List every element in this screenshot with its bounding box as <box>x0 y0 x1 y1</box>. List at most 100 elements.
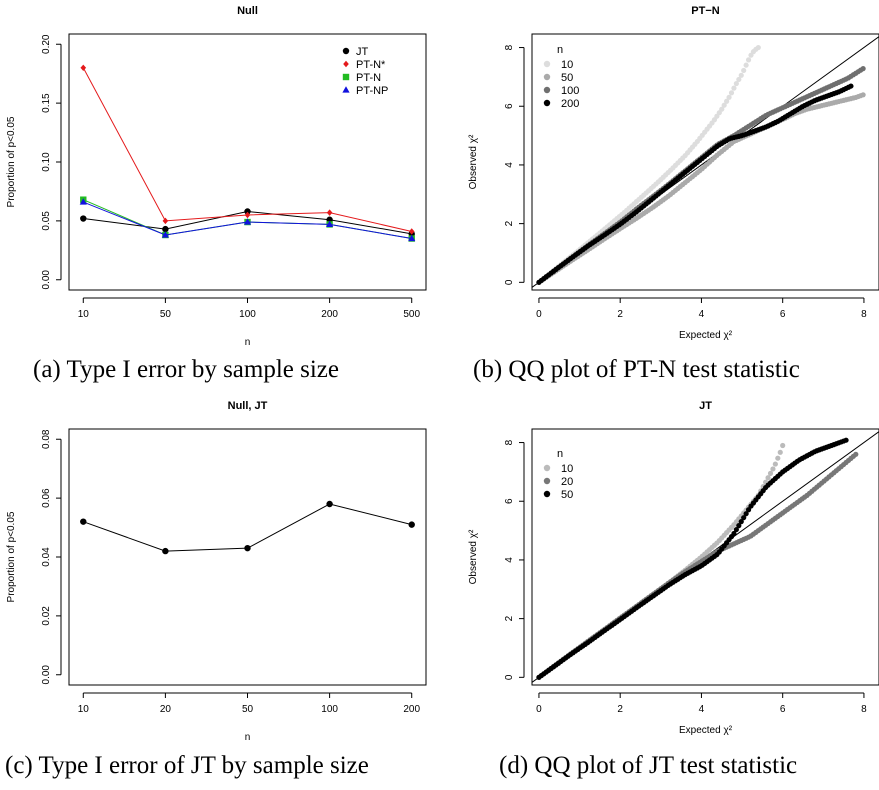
legend-title: n <box>557 44 563 56</box>
qq-point <box>765 475 771 481</box>
y-tick-label: 2 <box>504 220 515 226</box>
data-point <box>80 64 87 71</box>
x-tick-label: 10 <box>78 704 90 715</box>
caption-b: (b) QQ plot of PT-N test statistic <box>473 356 800 383</box>
y-tick-label: 0.06 <box>41 488 52 508</box>
legend-marker <box>543 86 551 94</box>
legend-label: 10 <box>561 59 573 71</box>
qq-point <box>755 44 761 51</box>
qq-point <box>733 526 739 533</box>
y-tick-label: 6 <box>504 498 515 504</box>
data-point <box>244 211 251 219</box>
x-tick-label: 100 <box>321 704 338 715</box>
data-point <box>408 234 416 242</box>
qq-point <box>738 519 744 525</box>
panel-c-jt-error-chart: Null, JT 10 20 50 100 200 n 0.00 0.02 0.04 0.06 0.0… <box>0 395 440 743</box>
x-tick-label: 0 <box>536 309 542 320</box>
qq-point <box>736 522 742 529</box>
qq-point <box>745 507 752 513</box>
series-group <box>536 92 866 285</box>
legend-label: 20 <box>561 476 573 488</box>
plot-frame <box>68 428 427 686</box>
x-tick-label: 4 <box>699 704 705 715</box>
y-tick-label: 0.00 <box>41 665 52 685</box>
legend-marker <box>342 47 350 55</box>
data-point <box>244 544 251 552</box>
legend-label: 10 <box>561 463 573 475</box>
qq-point <box>843 437 849 443</box>
chart-title: JT <box>699 400 712 412</box>
x-tick-label: 2 <box>617 309 623 320</box>
panel-a-type1-error-chart: Null 10 50 100 200 500 n 0.00 0.05 0.10 0.15 0.20 Pr… <box>0 0 440 348</box>
x-tick-label: 10 <box>78 309 90 320</box>
y-tick-label: 0.02 <box>41 606 52 626</box>
caption-d: (d) QQ plot of JT test statistic <box>499 752 798 779</box>
y-tick-label: 0.05 <box>41 211 52 231</box>
series-group <box>536 442 786 680</box>
panel-b-qq-ptn-chart: PT−N 0 2 4 6 8 Expected χ² 0 2 4 6 8 Observed χ² n 10 5… <box>440 0 879 345</box>
qq-point <box>860 66 866 72</box>
data-point <box>162 217 169 225</box>
caption-a: (a) Type I error by sample size <box>33 356 339 383</box>
series-group <box>79 198 416 242</box>
plot-frame <box>531 428 879 686</box>
y-tick-label: 4 <box>504 162 515 168</box>
qq-point <box>745 57 752 63</box>
data-point <box>161 231 169 238</box>
qq-point <box>848 83 854 89</box>
y-tick-label: 0.15 <box>41 93 52 113</box>
y-axis-label: Observed χ² <box>468 134 479 189</box>
data-point <box>79 198 87 205</box>
y-tick-label: 0.08 <box>41 429 52 449</box>
data-point <box>326 220 334 228</box>
x-tick-label: 500 <box>403 309 420 320</box>
chart-a-svg: Null 10 50 100 200 500 n 0.00 0.05 0.10 0.15 0.20 Pr… <box>6 5 427 348</box>
x-axis-label: n <box>245 732 251 743</box>
legend-marker <box>543 477 551 485</box>
qq-point <box>853 451 859 457</box>
legend-label: PT-N* <box>356 59 386 71</box>
qq-point <box>743 62 749 68</box>
chart-d-svg: JT 0 2 4 6 8 Expected χ² 0 2 4 6 8 Observed χ² n 10205… <box>468 400 879 736</box>
qq-point <box>738 72 744 78</box>
x-tick-label: 8 <box>861 309 867 320</box>
data-point <box>244 208 251 215</box>
legend-label: 50 <box>561 72 573 84</box>
y-tick-label: 2 <box>504 615 515 621</box>
legend-label: JT <box>356 46 369 58</box>
series-group <box>536 83 854 285</box>
qq-point <box>770 466 776 472</box>
legend-marker <box>342 73 350 81</box>
legend-marker <box>543 99 551 107</box>
qq-point <box>780 442 786 449</box>
qq-point <box>736 76 742 83</box>
series-group <box>536 437 849 680</box>
x-tick-label: 20 <box>160 704 172 715</box>
y-tick-label: 0.00 <box>41 270 52 290</box>
x-tick-label: 200 <box>321 309 338 320</box>
qq-point <box>741 67 747 74</box>
legend-label: 200 <box>561 98 579 110</box>
plot-frame <box>68 33 427 291</box>
x-tick-label: 8 <box>861 704 867 715</box>
y-axis-label: Proportion of p<0.05 <box>6 511 17 602</box>
legend-label: PT-NP <box>356 85 388 97</box>
x-axis-label: n <box>245 337 251 348</box>
legend-title: n <box>557 448 563 460</box>
x-tick-label: 200 <box>403 704 420 715</box>
y-tick-label: 0 <box>504 674 515 680</box>
x-tick-label: 100 <box>239 309 256 320</box>
x-axis-label: Expected χ² <box>679 725 733 736</box>
plot-frame <box>531 33 879 291</box>
qq-point <box>772 461 778 467</box>
legend-label: 100 <box>561 85 579 97</box>
x-tick-label: 50 <box>242 704 254 715</box>
plot-area <box>532 36 879 288</box>
qq-point <box>728 90 735 96</box>
legend-marker <box>543 490 551 498</box>
y-tick-label: 8 <box>504 44 515 50</box>
y-tick-label: 0 <box>504 279 515 285</box>
qq-point <box>733 80 739 87</box>
legend-marker <box>343 60 349 68</box>
